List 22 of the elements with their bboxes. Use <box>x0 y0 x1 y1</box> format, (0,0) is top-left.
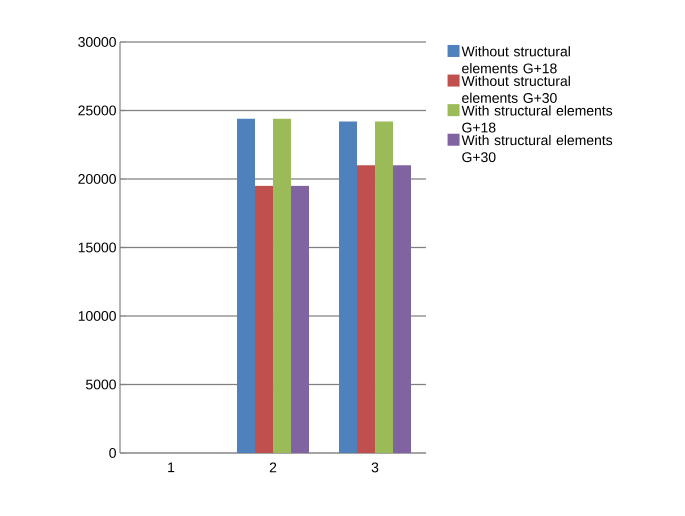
x-tick-label: 3 <box>372 462 378 472</box>
bar <box>237 118 256 453</box>
y-tick-label: 15000 <box>78 242 116 252</box>
legend-label: With structural elements G+18 <box>462 105 612 133</box>
y-tick-label: 20000 <box>78 174 116 184</box>
bar <box>255 186 274 453</box>
bar <box>273 118 292 453</box>
x-tick-label: 1 <box>168 462 174 472</box>
legend-label: Without structural elements G+30 <box>462 76 570 103</box>
y-tick-label: 10000 <box>78 311 116 321</box>
legend-label: With structural elements G+30 <box>462 134 612 162</box>
bar <box>393 165 412 453</box>
bar <box>375 121 394 453</box>
bar <box>339 121 358 453</box>
bar <box>291 186 310 453</box>
y-tick-label: 5000 <box>86 380 116 390</box>
legend-label: Without structural elements G+18 <box>462 46 570 74</box>
bar <box>357 165 376 453</box>
y-tick-label: 25000 <box>78 106 116 116</box>
x-tick-label: 2 <box>270 462 276 472</box>
y-tick-label: 30000 <box>78 37 116 47</box>
y-tick-label: 0 <box>109 448 116 458</box>
